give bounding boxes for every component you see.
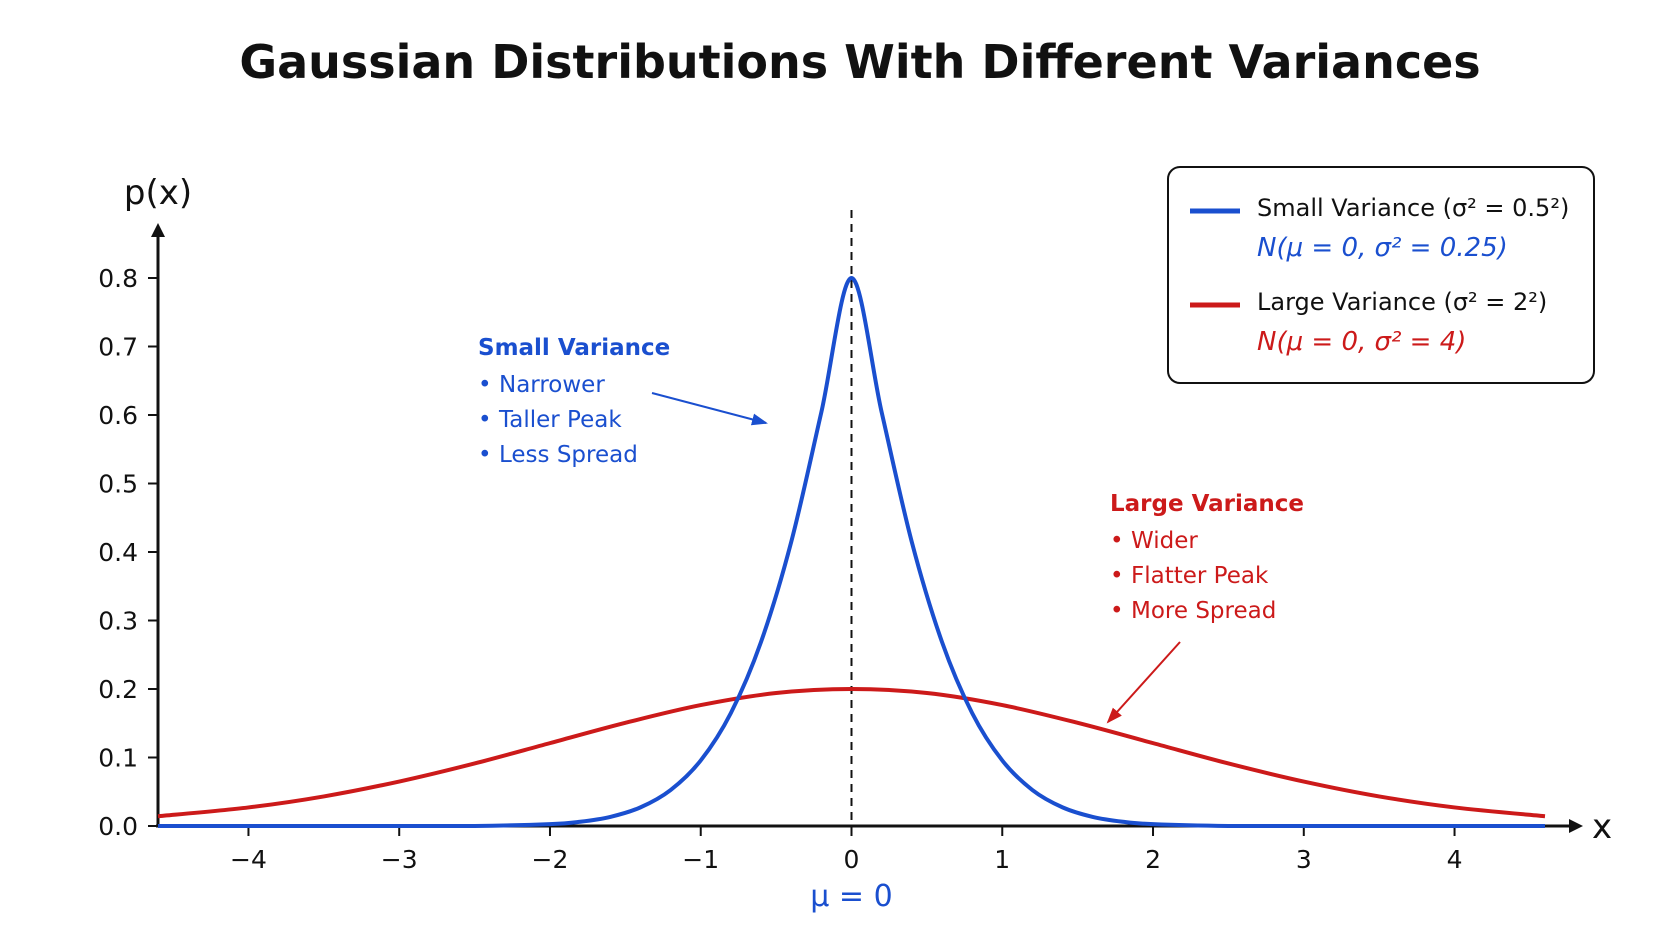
- x-tick-label: 0: [844, 845, 860, 874]
- x-tick-label: 4: [1447, 845, 1463, 874]
- y-ticks: 0.0 0.1 0.2 0.3 0.4 0.5 0.6 0.7 0.8: [98, 264, 158, 841]
- annotation-small-bullet: •: [478, 407, 492, 433]
- y-tick-label: 0.6: [98, 401, 138, 430]
- annotation-large-item: Wider: [1131, 528, 1198, 554]
- y-tick-label: 0.7: [98, 333, 138, 362]
- y-axis-label: p(x): [124, 173, 192, 213]
- x-tick-label: −2: [532, 845, 569, 874]
- annotation-large-arrow: [1106, 641, 1181, 724]
- x-tick-label: 2: [1145, 845, 1161, 874]
- legend-box: [1167, 166, 1595, 384]
- annotation-large-item: More Spread: [1131, 598, 1276, 624]
- y-tick-label: 0.0: [98, 812, 138, 841]
- x-tick-label: −3: [381, 845, 418, 874]
- y-tick-label: 0.5: [98, 470, 138, 499]
- annotation-small-item: Less Spread: [499, 442, 638, 468]
- mean-label: μ = 0: [810, 879, 892, 914]
- legend-sub-large: N(μ = 0, σ² = 4): [1257, 327, 1466, 357]
- series-small-variance-line: [157, 275, 1545, 829]
- annotation-large-variance: Large Variance • Wider • Flatter Peak • …: [1106, 491, 1304, 724]
- annotation-large-bullet: •: [1110, 598, 1124, 624]
- annotation-small-item: Narrower: [499, 372, 605, 398]
- annotation-small-item: Taller Peak: [498, 407, 622, 433]
- x-tick-label: −4: [230, 845, 267, 874]
- series-large-variance-line: [157, 686, 1546, 819]
- legend-sub-small: N(μ = 0, σ² = 0.25): [1257, 233, 1508, 263]
- annotation-small-variance: Small Variance • Narrower • Taller Peak …: [478, 335, 768, 468]
- x-ticks: −4 −3 −2 −1 0 1 2 3 4: [230, 826, 1462, 874]
- legend-label-large: Large Variance (σ² = 2²): [1257, 288, 1547, 316]
- y-tick-label: 0.2: [98, 675, 138, 704]
- annotation-small-bullet: •: [478, 372, 492, 398]
- y-tick-label: 0.3: [98, 607, 138, 636]
- x-axis-label: x: [1592, 807, 1612, 847]
- legend: Small Variance (σ² = 0.5²) N(μ = 0, σ² =…: [1167, 166, 1595, 384]
- y-tick-label: 0.1: [98, 744, 138, 773]
- annotation-small-arrow: [651, 392, 768, 426]
- x-tick-label: 1: [994, 845, 1010, 874]
- annotation-large-heading: Large Variance: [1110, 491, 1304, 517]
- chart-title: Gaussian Distributions With Different Va…: [239, 35, 1480, 89]
- annotation-large-bullet: •: [1110, 563, 1124, 589]
- annotation-small-heading: Small Variance: [478, 335, 670, 361]
- y-tick-label: 0.4: [98, 538, 138, 567]
- annotation-large-item: Flatter Peak: [1131, 563, 1269, 589]
- x-tick-label: 3: [1296, 845, 1312, 874]
- x-tick-label: −1: [682, 845, 719, 874]
- y-tick-label: 0.8: [98, 264, 138, 293]
- annotation-small-bullet: •: [478, 442, 492, 468]
- legend-label-small: Small Variance (σ² = 0.5²): [1257, 194, 1569, 222]
- annotation-large-bullet: •: [1110, 528, 1124, 554]
